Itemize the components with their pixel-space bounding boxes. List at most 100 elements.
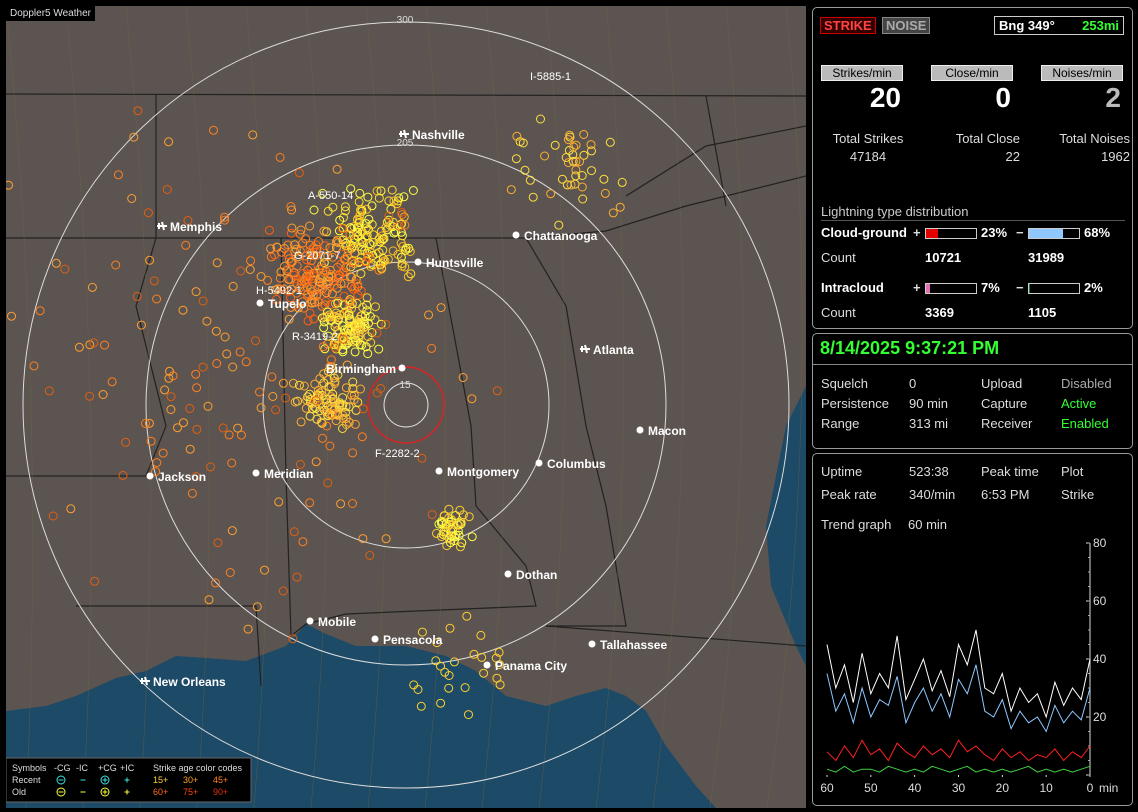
- strike-symbol: [617, 177, 627, 187]
- map: 300 205 15 I-5885-1 A-550-14 G-2071-7 H-5492-1…: [6, 6, 806, 808]
- strike-symbol: [315, 278, 325, 288]
- stat-value: 6:53 PM: [981, 487, 1030, 502]
- strike-symbol: [305, 240, 315, 250]
- strike-symbol: [455, 505, 465, 515]
- state-border: [6, 93, 806, 97]
- storm-label: F-2282-2: [375, 448, 420, 460]
- strike-symbol: [127, 194, 137, 203]
- legend-header: +CG: [98, 763, 117, 773]
- strike-symbol: [305, 221, 315, 231]
- road: [185, 6, 210, 808]
- strike-symbol: [377, 231, 387, 241]
- strike-symbol: [289, 527, 299, 537]
- strike-symbol: [107, 377, 117, 387]
- strike-symbol: [35, 306, 45, 316]
- strike-symbol: [333, 262, 342, 272]
- sign: +: [913, 280, 921, 295]
- percent-bar: [926, 284, 930, 293]
- strike-symbol: [151, 467, 161, 477]
- strike-symbol: [479, 668, 489, 678]
- setting-label: Capture: [981, 396, 1028, 411]
- strike-symbol: [512, 131, 522, 141]
- strike-symbol: [292, 261, 302, 271]
- strike-symbol: [311, 396, 321, 405]
- noise-button[interactable]: NOISE: [882, 17, 931, 34]
- strike-symbol: [268, 392, 278, 401]
- strike-symbol: [335, 215, 345, 225]
- strike-symbol: [44, 386, 54, 396]
- trend-graph: 20 40 60 80 60 50 40 30 20 10 0 min: [820, 536, 1118, 795]
- strike-symbol: [344, 402, 354, 412]
- total-label: Total Close: [955, 131, 1020, 146]
- strike-symbol: [323, 206, 333, 216]
- strike-symbol: [444, 504, 454, 514]
- strike-symbol: [363, 349, 373, 359]
- strike-symbol: [98, 390, 108, 399]
- x-tick-label: 20: [996, 781, 1010, 795]
- strike-symbol: [587, 146, 596, 156]
- strike-symbol: [417, 627, 427, 637]
- strike-symbol: [260, 565, 269, 575]
- state-border: [305, 237, 537, 625]
- total-value: 47184: [849, 149, 887, 164]
- strike-symbol: [305, 246, 315, 255]
- strike-symbol: [248, 130, 258, 140]
- strike-symbol: [341, 383, 351, 393]
- strike-symbol: [446, 517, 456, 526]
- y-tick-label: 60: [1093, 594, 1107, 608]
- city-label: Macon: [648, 424, 686, 438]
- strike-symbol: [363, 252, 373, 262]
- legend-symbol: [56, 775, 66, 785]
- strike-symbol: [319, 226, 329, 236]
- setting-value: Disabled: [1061, 376, 1112, 391]
- setting-value: Enabled: [1061, 416, 1109, 431]
- strike-symbol: [348, 377, 358, 387]
- stat-value: 523:38: [909, 464, 949, 479]
- strike-symbol: [256, 403, 266, 413]
- strike-symbol: [323, 478, 333, 488]
- strike-symbol: [377, 236, 387, 246]
- strike-symbol: [600, 188, 610, 198]
- y-tick-label: 80: [1093, 536, 1107, 550]
- city-label: Nashville: [412, 128, 465, 142]
- strike-symbol: [394, 193, 404, 203]
- strike-symbol: [211, 326, 221, 336]
- bar-track: [1028, 228, 1080, 239]
- strike-symbol: [577, 171, 587, 180]
- strike-symbol: [321, 407, 331, 417]
- strike-symbol: [392, 199, 402, 209]
- city-label: Columbus: [547, 457, 606, 471]
- strike-symbol: [323, 401, 333, 411]
- strike-symbol: [6, 180, 13, 190]
- strike-symbol: [277, 247, 286, 257]
- city-label: Panama City: [495, 659, 567, 673]
- strike-symbol: [185, 404, 195, 413]
- strike-symbol: [303, 265, 313, 275]
- strike-symbol: [327, 271, 337, 281]
- strike-symbol: [335, 399, 345, 409]
- strike-symbol: [355, 188, 365, 198]
- strike-symbol: [587, 166, 596, 176]
- strike-symbol: [298, 269, 308, 279]
- strike-symbol: [297, 276, 307, 286]
- strike-symbol: [133, 106, 143, 116]
- strike-symbol: [305, 411, 315, 421]
- strike-symbol: [356, 384, 365, 394]
- city-label: Jackson: [158, 470, 206, 484]
- strike-symbol: [323, 251, 333, 261]
- strike-symbol: [546, 189, 556, 199]
- x-unit: min: [1099, 781, 1118, 795]
- percent-bar: [926, 229, 938, 238]
- strike-symbol: [7, 311, 16, 321]
- strike-symbol: [360, 321, 370, 331]
- range-ring: [22, 21, 790, 789]
- trend-label: Trend graph: [821, 517, 892, 532]
- strike-symbol: [368, 230, 378, 240]
- strike-symbol: [225, 568, 235, 577]
- strike-button[interactable]: STRIKE: [820, 17, 876, 34]
- strike-symbol: [330, 376, 340, 386]
- strike-symbol: [66, 504, 76, 514]
- x-tick-label: 50: [864, 781, 878, 795]
- city-dot: [252, 469, 260, 477]
